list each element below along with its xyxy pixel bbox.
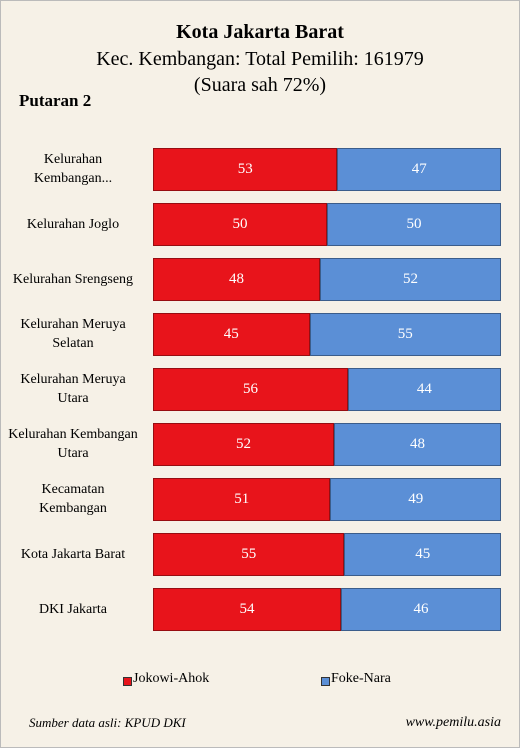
bar-segment: 48 xyxy=(153,258,321,301)
round-label: Putaran 2 xyxy=(19,91,92,110)
bar-segment: 51 xyxy=(153,478,331,521)
value-label: 51 xyxy=(234,491,250,507)
bar-segment: 52 xyxy=(153,423,334,466)
bar-segment: 54 xyxy=(153,588,341,631)
value-label: 52 xyxy=(403,271,418,287)
bar-segment: 48 xyxy=(333,423,501,466)
bar-segment: 50 xyxy=(153,203,327,246)
bar-segment: 52 xyxy=(320,258,501,301)
value-label: 54 xyxy=(239,601,255,617)
category-label: Kelurahan Srengseng xyxy=(12,271,134,287)
value-label: 50 xyxy=(232,216,248,232)
bar-segment: 50 xyxy=(327,203,501,246)
legend-swatch xyxy=(123,677,132,686)
bar-segment: 55 xyxy=(153,533,345,576)
category-label: Kelurahan Meruya Utara xyxy=(20,372,126,406)
bar-segment: 49 xyxy=(330,478,501,521)
value-label: 48 xyxy=(409,436,425,452)
website: www.pemilu.asia xyxy=(405,715,501,730)
value-label: 55 xyxy=(241,546,257,562)
value-label: 47 xyxy=(411,161,427,177)
category-label: Kelurahan Meruya Selatan xyxy=(20,317,126,351)
legend-label: Foke-Nara xyxy=(331,671,391,686)
category-label: Kota Jakarta Barat xyxy=(20,546,126,562)
chart-subtitle: Kec. Kembangan: Total Pemilih: 161979 xyxy=(96,48,424,70)
value-label: 46 xyxy=(413,601,429,617)
category-label: Kecamatan Kembangan xyxy=(39,482,107,516)
value-label: 45 xyxy=(223,326,239,342)
value-label: 45 xyxy=(415,546,431,562)
chart-subtitle: (Suara sah 72%) xyxy=(193,74,327,96)
value-label: 44 xyxy=(416,381,432,397)
legend-label: Jokowi-Ahok xyxy=(133,671,210,686)
value-label: 50 xyxy=(406,216,422,232)
value-label: 49 xyxy=(408,491,424,507)
bar-segment: 46 xyxy=(340,588,501,631)
category-label: DKI Jakarta xyxy=(38,601,108,617)
value-label: 48 xyxy=(229,271,245,287)
value-label: 55 xyxy=(397,326,413,342)
bar-segment: 45 xyxy=(153,313,310,356)
value-label: 53 xyxy=(237,161,253,177)
bar-segment: 56 xyxy=(153,368,348,411)
value-label: 52 xyxy=(235,436,251,452)
value-label: 56 xyxy=(242,381,258,397)
category-label: Kelurahan Joglo xyxy=(26,216,120,232)
bar-segment: 45 xyxy=(344,533,501,576)
bar-segment: 47 xyxy=(337,148,501,191)
bar-segment: 53 xyxy=(153,148,338,191)
bar-segment: 44 xyxy=(347,368,501,411)
source: Sumber data asli: KPUD DKI xyxy=(29,715,186,730)
category-label: Kelurahan Kembangan Utara xyxy=(8,427,138,461)
chart-title: Kota Jakarta Barat xyxy=(176,21,344,43)
category-label: Kelurahan Kembangan... xyxy=(33,152,113,186)
bar-segment: 55 xyxy=(309,313,501,356)
legend-swatch xyxy=(321,677,330,686)
